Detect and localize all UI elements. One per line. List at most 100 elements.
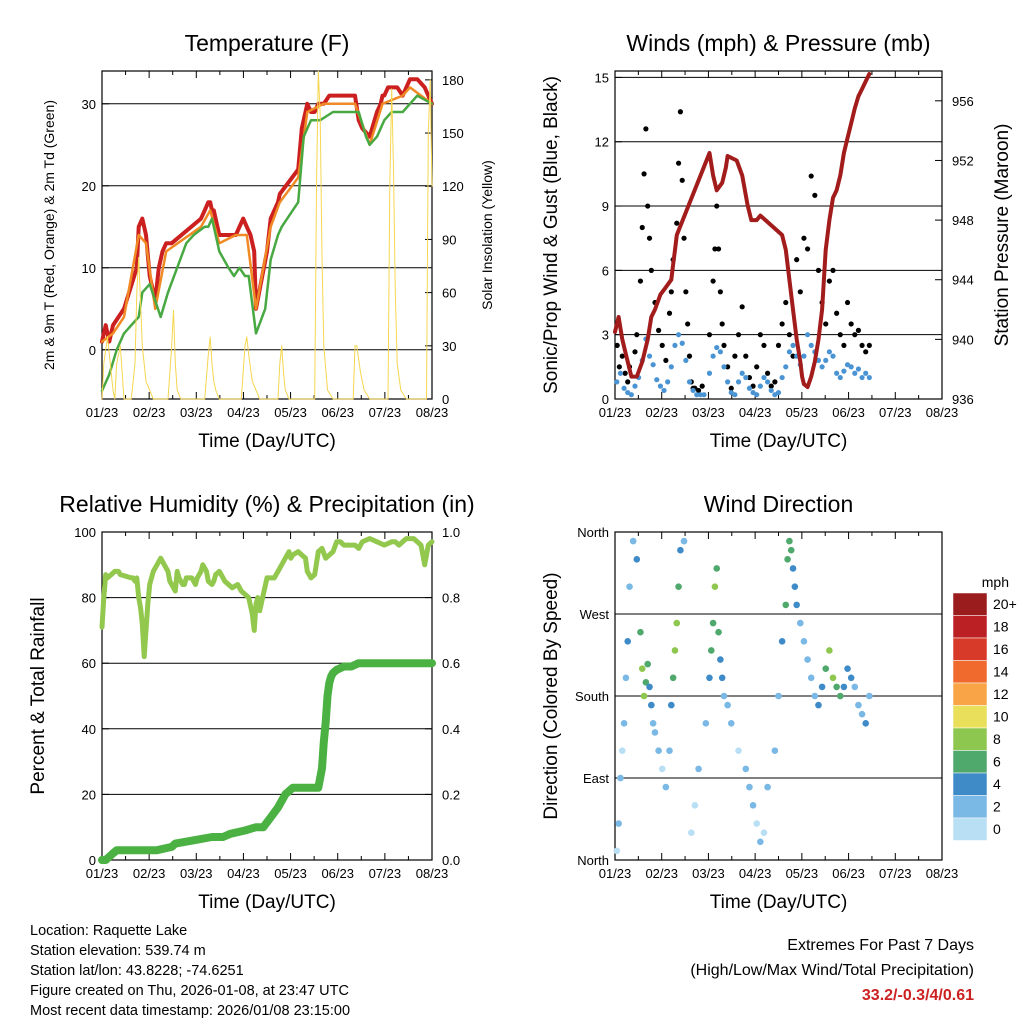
wind-point — [808, 173, 814, 179]
x-tick-label: 08/23 — [926, 405, 959, 420]
direction-point — [669, 674, 677, 682]
wind-point — [735, 332, 742, 338]
wind-point — [675, 160, 682, 166]
wind-point — [757, 332, 763, 338]
x-tick-label: 07/23 — [369, 405, 402, 420]
direction-point — [826, 647, 833, 654]
wind-point — [639, 224, 645, 231]
direction-point — [648, 701, 655, 709]
direction-point — [629, 537, 637, 545]
wind-point — [855, 327, 862, 333]
y-tick-label: 10 — [82, 261, 96, 276]
direction-point — [829, 674, 837, 682]
x-tick-label: 06/23 — [321, 866, 354, 881]
wind-point — [841, 368, 847, 374]
x-tick-label: 01/23 — [599, 405, 632, 420]
wind-point — [772, 379, 778, 385]
wind-point — [815, 267, 822, 273]
wind-point — [801, 353, 807, 359]
wind-point — [775, 342, 782, 349]
direction-point — [782, 601, 790, 609]
wind-point — [701, 392, 707, 398]
direction-point — [707, 647, 715, 654]
colorbar-swatch — [952, 637, 988, 661]
x-tick-label: 03/23 — [692, 866, 725, 881]
direction-point — [638, 665, 646, 672]
wind-point — [855, 366, 862, 372]
wind-point — [866, 374, 872, 381]
direction-point — [622, 674, 630, 682]
wind-point — [681, 235, 687, 241]
y2-tick-label: 0.8 — [442, 591, 460, 606]
y-tick-label: North — [577, 525, 609, 540]
colorbar-label: 12 — [993, 686, 1009, 702]
wind-point — [648, 267, 654, 273]
direction-point — [844, 665, 851, 672]
wind-point — [710, 278, 716, 284]
wind-point — [848, 321, 854, 327]
series-line-station-pressure — [613, 72, 872, 390]
wind-point — [765, 379, 771, 385]
series-line-total-precipitation — [98, 659, 436, 864]
colorbar-label: 10 — [993, 709, 1009, 725]
y2-tick-label: 150 — [442, 126, 464, 141]
wind-point — [783, 299, 789, 306]
direction-point — [807, 674, 815, 682]
direction-point — [666, 747, 673, 754]
x-tick-label: 01/23 — [599, 866, 632, 881]
direction-point — [793, 601, 800, 609]
wind-point — [690, 387, 696, 394]
wind-point — [786, 332, 793, 338]
y-tick-label: East — [583, 771, 609, 786]
x-tick-label: 03/23 — [180, 405, 213, 420]
extremes-title: Extremes For Past 7 Days — [787, 937, 974, 954]
wind-point — [804, 332, 811, 338]
wind-point — [848, 364, 854, 370]
direction-point — [613, 847, 621, 855]
y-tick-label: 20 — [82, 787, 96, 802]
direction-point — [771, 747, 779, 754]
wind-point — [783, 364, 789, 370]
wind-point — [614, 379, 620, 385]
wind-point — [826, 278, 832, 284]
wind-point — [834, 310, 840, 316]
wind-point — [746, 385, 753, 391]
panel-rh_precip: Relative Humidity (%) & Precipitation (i… — [28, 491, 475, 913]
direction-point — [702, 720, 710, 727]
y2-tick-label: 90 — [442, 232, 456, 247]
direction-point — [649, 720, 657, 727]
colorbar-swatch — [952, 705, 988, 729]
colorbar-label: 20+ — [993, 596, 1017, 612]
direction-point — [746, 783, 753, 791]
direction-point — [668, 701, 675, 709]
direction-point — [671, 647, 679, 654]
direction-point — [618, 747, 626, 754]
wind-point — [768, 387, 774, 394]
colorbar-swatch — [952, 682, 988, 706]
wind-point — [683, 357, 689, 364]
x-tick-label: 08/23 — [416, 866, 449, 881]
panel-temperature: Temperature (F) 01/23 02/23 03/23 04/23 05/23… — [41, 30, 495, 452]
wind-point — [656, 327, 662, 333]
wind-point — [859, 374, 865, 381]
wind-point — [628, 392, 634, 398]
wind-point — [837, 332, 843, 338]
chart-title: Temperature (F) — [185, 30, 350, 56]
x-tick-label: 04/23 — [227, 866, 260, 881]
direction-point — [851, 683, 859, 691]
y2-tick-label: 1.0 — [442, 525, 460, 540]
colorbar-label: 6 — [993, 754, 1001, 770]
wind-point — [808, 342, 814, 349]
direction-point — [642, 679, 650, 686]
direction-point — [764, 783, 771, 791]
station-latlon: Station lat/lon: 43.8228; -74.6251 — [30, 963, 244, 979]
wind-point — [619, 353, 625, 359]
y-axis-label: Sonic/Prop Wind & Gust (Blue, Black) — [541, 76, 562, 394]
wind-point — [675, 332, 682, 338]
x-tick-label: 06/23 — [832, 405, 865, 420]
wind-point — [732, 353, 738, 359]
wind-point — [852, 332, 858, 338]
wind-point — [725, 364, 731, 370]
wind-point — [632, 349, 638, 355]
wind-point — [801, 235, 807, 241]
